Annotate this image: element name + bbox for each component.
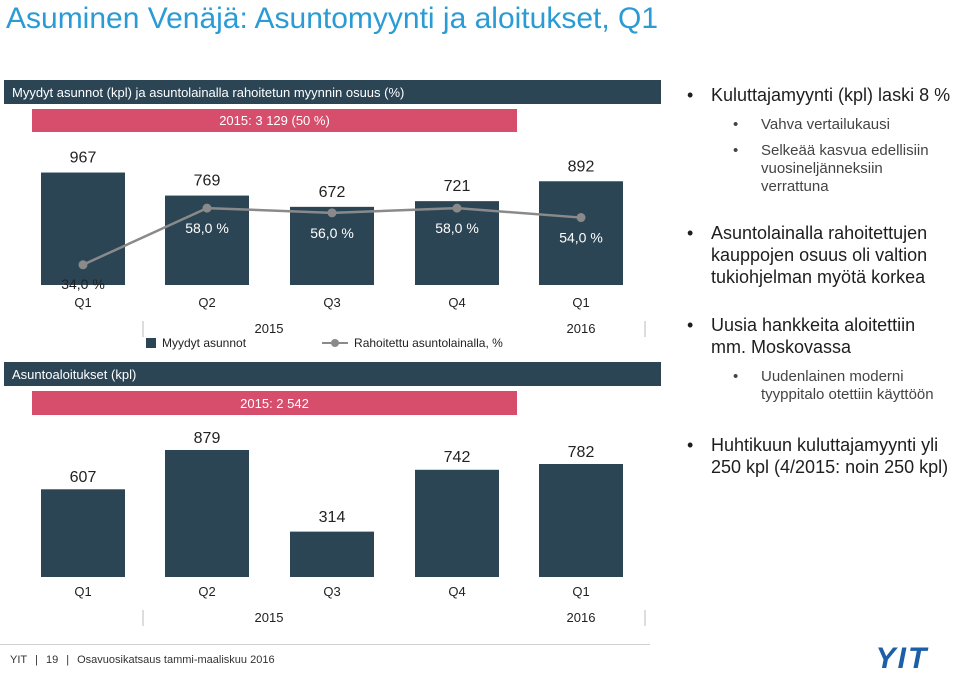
sales-chart-legend: Myydyt asunnot Rahoitettu asuntolainalla… (146, 336, 503, 350)
starts-chart-header: Asuntoaloitukset (kpl) (4, 362, 661, 386)
footer-report-title: Osavuosikatsaus tammi-maaliskuu 2016 (77, 654, 275, 666)
line-legend-label: Rahoitettu asuntolainalla, % (354, 336, 503, 350)
loan-share-point-1 (78, 260, 88, 270)
slide-title: Asuminen Venäjä: Asuntomyynti ja aloituk… (6, 2, 659, 35)
starts-bar-2 (165, 449, 249, 577)
footer: YIT | 19 | Osavuosikatsaus tammi-maaliskuu 2… (10, 654, 275, 666)
loan-share-value-5: 54,0 % (559, 230, 603, 246)
sales-bar-value-1: 967 (70, 150, 97, 167)
bullet-main-5: Uusia hankkeita aloitettiin mm. Moskovas… (683, 314, 953, 358)
starts-bar-value-1: 607 (70, 469, 97, 486)
sales-bar-3 (290, 206, 374, 285)
starts-x-tick-3: Q3 (323, 584, 340, 599)
bullet-sub-2: Vahva vertailukausi (683, 116, 953, 134)
starts-x-tick-2: Q2 (198, 584, 215, 599)
starts-bar-value-2: 879 (194, 430, 221, 447)
sales-year-label-2016: 2016 (567, 321, 596, 336)
starts-2015-banner: 2015: 2 542 (32, 391, 517, 415)
starts-bar-4 (415, 469, 499, 577)
bullet-main-1: Kuluttajamyynti (kpl) laski 8 % (683, 84, 953, 106)
bullet-main-7: Huhtikuun kuluttajamyynti yli 250 kpl (4… (683, 434, 953, 478)
line-legend-swatch (322, 338, 349, 348)
footer-page-number: 19 (45, 654, 59, 666)
starts-bar-3 (290, 531, 374, 577)
bar-legend-swatch (146, 338, 156, 348)
starts-chart: 607 879 314 742 782 Q1 Q2 Q3 Q4 Q1 2015 2016 (41, 430, 646, 626)
sales-x-tick-3: Q3 (323, 295, 340, 310)
starts-bar-1 (41, 489, 125, 577)
starts-bar-value-4: 742 (444, 449, 471, 466)
loan-share-point-2 (202, 203, 212, 213)
sales-x-tick-1: Q1 (74, 295, 91, 310)
footer-divider (0, 644, 650, 645)
sales-x-tick-4: Q4 (448, 295, 465, 310)
loan-share-point-4 (452, 203, 462, 213)
sales-bar-4 (415, 201, 499, 285)
sales-chart: 967 769 672 721 892 34,0 % 58,0 % 56,0 % 58,0 % 5… (41, 150, 646, 337)
loan-share-value-1: 34,0 % (61, 276, 105, 292)
sales-bar-value-4: 721 (444, 178, 471, 195)
sales-bar-value-2: 769 (194, 173, 221, 190)
starts-year-label-2016: 2016 (567, 610, 596, 625)
commentary-bullets: Kuluttajamyynti (kpl) laski 8 % Vahva ver… (683, 84, 953, 478)
loan-share-value-3: 56,0 % (310, 225, 354, 241)
starts-bar-value-3: 314 (319, 509, 346, 526)
bullet-main-4: Asuntolainalla rahoitettujen kauppojen o… (683, 222, 953, 288)
loan-share-value-2: 58,0 % (185, 220, 229, 236)
footer-company: YIT (10, 654, 28, 666)
yit-logo-text: YIT (876, 643, 929, 671)
sales-chart-header: Myydyt asunnot (kpl) ja asuntolainalla r… (4, 80, 661, 104)
bullet-sub-3: Selkeää kasvua edellisiin vuosineljännek… (683, 142, 953, 196)
starts-bar-5 (539, 464, 623, 577)
starts-x-tick-1: Q1 (74, 584, 91, 599)
sales-x-tick-2: Q2 (198, 295, 215, 310)
starts-year-label-2015: 2015 (255, 610, 284, 625)
loan-share-point-5 (576, 213, 586, 223)
loan-share-value-4: 58,0 % (435, 220, 479, 236)
sales-bar-5 (539, 181, 623, 285)
starts-x-tick-4: Q4 (448, 584, 465, 599)
bar-legend-label: Myydyt asunnot (162, 336, 247, 350)
sales-bar-value-5: 892 (568, 158, 595, 175)
sales-bar-value-3: 672 (319, 184, 346, 201)
loan-share-point-3 (327, 208, 337, 218)
sales-x-tick-5: Q1 (572, 295, 589, 310)
starts-bar-value-5: 782 (568, 444, 595, 461)
bullet-sub-6: Uudenlainen moderni tyyppitalo otettiin … (683, 368, 953, 404)
sales-year-label-2015: 2015 (255, 321, 284, 336)
starts-x-tick-5: Q1 (572, 584, 589, 599)
sales-2015-banner: 2015: 3 129 (50 %) (32, 109, 517, 132)
yit-logo: YIT (876, 643, 929, 671)
